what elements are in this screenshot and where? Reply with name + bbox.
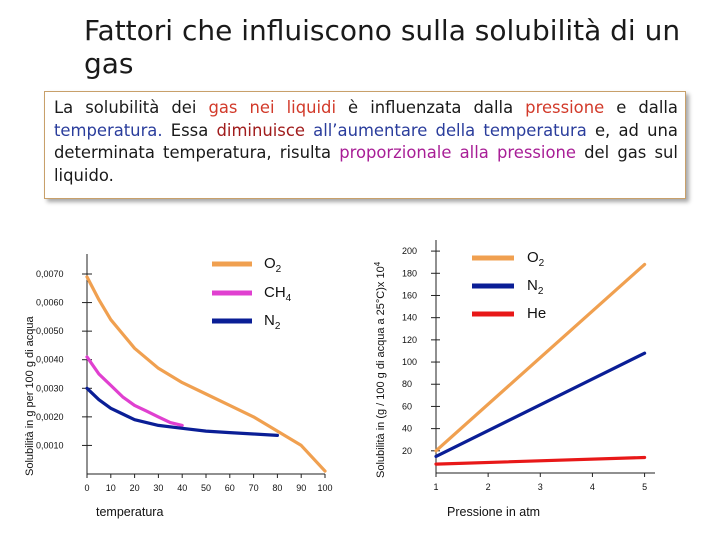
x-tick-label: 4 xyxy=(590,482,595,492)
x-tick-label: 80 xyxy=(272,483,282,493)
x-tick-label: 60 xyxy=(225,483,235,493)
y-tick-label: 0,0020 xyxy=(36,412,64,422)
x-tick-label: 90 xyxy=(296,483,306,493)
series-line-ch4 xyxy=(85,355,184,427)
x-tick-label: 40 xyxy=(177,483,187,493)
temperature-chart: 0,0010 0,0020 0,0030 0,0040 0,0050 0,0060 0,00… xyxy=(24,254,333,519)
intro-textbox: La solubilità dei gas nei liquidi è infl… xyxy=(44,91,686,199)
legend-label: O2 xyxy=(527,249,545,269)
x-tick-label: 50 xyxy=(201,483,211,493)
y-tick-label: 180 xyxy=(402,268,417,278)
intro-paragraph: La solubilità dei gas nei liquidi è infl… xyxy=(54,97,678,187)
x-tick-label: 3 xyxy=(538,482,543,492)
legend-label: N2 xyxy=(264,312,281,332)
y-tick-label: 0,0050 xyxy=(36,326,64,336)
x-tick-label: 20 xyxy=(130,483,140,493)
legend-label: He xyxy=(527,305,546,322)
y-tick-label: 100 xyxy=(402,357,417,367)
series-line-o2 xyxy=(85,275,327,473)
y-tick-label: 20 xyxy=(402,446,412,456)
legend-label: O2 xyxy=(264,255,282,275)
x-axis-label: Pressione in atm xyxy=(447,505,540,519)
pressure-chart: 20 40 60 80 100 120 140 160 180 200 1 2 3 4 5 Pressione… xyxy=(373,240,655,519)
intro-text: è influenzata dalla xyxy=(336,98,526,117)
y-tick-label: 0,0010 xyxy=(36,440,64,450)
intro-highlight-pressure: pressione xyxy=(525,98,605,117)
series-line-he xyxy=(434,455,647,466)
y-tick-label: 0,0030 xyxy=(36,383,64,393)
series-line-n2 xyxy=(85,386,279,437)
slide-title: Fattori che influiscono sulla solubilità… xyxy=(84,14,681,80)
y-tick-label: 40 xyxy=(402,424,412,434)
intro-highlight-gas: gas nei liquidi xyxy=(208,98,336,117)
y-tick-label: 200 xyxy=(402,246,417,256)
x-tick-label: 30 xyxy=(153,483,163,493)
legend-label: CH4 xyxy=(264,284,292,304)
intro-text: Essa xyxy=(162,120,217,140)
y-tick-label: 0,0070 xyxy=(36,269,64,279)
y-tick-label: 0,0040 xyxy=(36,355,64,365)
series-line-o2 xyxy=(434,262,647,453)
y-tick-label: 80 xyxy=(402,379,412,389)
y-axis-label: Solubilità in g per 100 g di acqua xyxy=(24,316,36,476)
series-line-n2 xyxy=(434,351,647,458)
legend-label: N2 xyxy=(527,277,544,297)
y-axis-label: Solubilità in (g / 100 g di acqua a 25°C… xyxy=(373,261,387,478)
y-tick-label: 0,0060 xyxy=(36,298,64,308)
x-tick-label: 5 xyxy=(642,482,647,492)
y-tick-label: 60 xyxy=(402,401,412,411)
intro-text: La solubilità dei xyxy=(54,98,209,117)
intro-highlight-decreases: diminuisce xyxy=(216,120,305,140)
y-tick-label: 120 xyxy=(402,335,417,345)
intro-text: del gas sul liquido. xyxy=(54,143,678,185)
y-tick-label: 140 xyxy=(402,313,417,323)
intro-text: e dalla xyxy=(604,98,678,117)
intro-highlight-proportional: proporzionale alla pressione xyxy=(339,143,576,162)
intro-text: e, ad una determinata temperatura, risul… xyxy=(54,120,678,163)
x-tick-label: 70 xyxy=(249,483,259,493)
intro-highlight-temperature: temperatura. xyxy=(54,120,163,140)
x-tick-label: 0 xyxy=(84,483,89,493)
x-tick-label: 1 xyxy=(433,482,438,492)
intro-highlight-rising-temp: all’aumentare della temperatura xyxy=(304,120,587,140)
y-tick-label: 160 xyxy=(402,290,417,300)
x-tick-label: 2 xyxy=(486,482,491,492)
x-tick-label: 100 xyxy=(317,483,332,493)
x-axis-label: temperatura xyxy=(96,505,163,519)
x-tick-label: 10 xyxy=(106,483,116,493)
